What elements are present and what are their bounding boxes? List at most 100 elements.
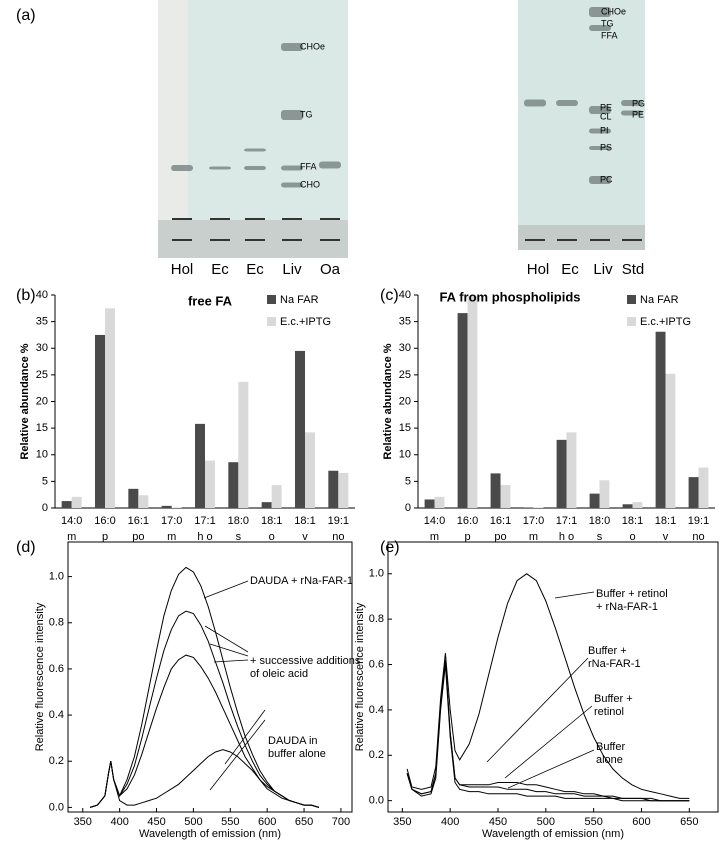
x-tick-label: 500 [184,816,202,828]
bar [467,296,478,508]
y-tick-label: 40 [399,289,411,301]
lane-label: Ec [561,261,579,278]
x-tick-sublabel: o [629,531,635,543]
x-tick-label: 19:1 [328,515,349,527]
y-tick-label: 15 [36,422,48,434]
x-tick-label: 16:1 [490,515,511,527]
gel-band [281,165,303,171]
x-tick-label: 600 [632,816,650,828]
band-label: CHOe [601,6,626,16]
x-tick-label: 16:1 [128,515,149,527]
lane-label: Liv [282,261,302,278]
gel-band [556,100,578,106]
annotation: Buffer [596,741,625,753]
x-tick-label: 550 [221,816,239,828]
y-tick-label: 0.4 [49,709,64,721]
bar [71,496,82,508]
y-tick-label: 10 [399,449,411,461]
gel-band [589,25,611,31]
annotation-arrow [209,709,266,791]
y-tick-label: 0.6 [369,658,384,670]
band-label: FFA [300,161,317,171]
bar [138,495,149,508]
x-tick-sublabel: s [597,531,603,543]
y-axis-label: Relative abundance % [19,343,31,459]
y-tick-label: 25 [36,369,48,381]
x-tick-label: 14:0 [424,515,445,527]
y-tick-label: 0.2 [49,755,64,767]
bar [128,488,139,508]
y-axis-label: Relative fluorescence intensity [34,602,46,751]
x-tick-label: 450 [147,816,165,828]
x-tick-label: 550 [584,816,602,828]
y-tick-label: 5 [405,475,411,487]
gel-a2 [518,0,645,250]
legend-label: Na FAR [280,294,319,306]
gel-band [209,166,231,170]
x-tick-sublabel: s [236,531,242,543]
bar [665,373,676,508]
x-tick-label: 17:0 [523,515,544,527]
y-tick-label: 0.6 [49,663,64,675]
x-axis-label: Wavelength of emission (nm) [139,828,281,840]
bar [195,423,205,508]
legend-label: E.c.+IPTG [640,316,691,328]
gel-origin-band [622,239,642,241]
gel-origin-band [282,239,302,241]
legend-label: Na FAR [640,294,679,306]
annotation: alone [596,754,623,766]
x-tick-label: 17:1 [194,515,215,527]
bar [238,381,249,508]
bar [566,432,577,508]
x-tick-sublabel: m [529,531,538,543]
bar [105,308,115,508]
y-tick-label: 10 [36,449,48,461]
line-series [89,654,319,808]
gel-band [589,128,611,134]
y-tick-label: 1.0 [369,568,384,580]
x-axis-label: Wavelength of emission (nm) [482,828,624,840]
bar [271,485,282,508]
lane-label: Std [622,261,645,278]
gel-origin-band [172,239,192,241]
line-series [89,566,319,808]
x-tick-sublabel: m [430,531,439,543]
y-tick-label: 0.4 [369,704,384,716]
annotation: of oleic acid [250,668,308,680]
x-tick-sublabel: h o [559,531,574,543]
band-label: PI [600,125,609,135]
x-tick-sublabel: po [132,531,144,543]
annotation-arrow [554,591,595,599]
band-label: PG [632,98,645,108]
y-tick-label: 0.8 [49,617,64,629]
x-tick-label: 400 [441,816,459,828]
annotation-arrow [504,705,593,779]
gel-band [281,110,303,120]
band-label: CHOe [300,41,325,51]
bar [490,473,501,508]
line-series [89,749,319,808]
legend-swatch [627,295,636,304]
gel-origin-band [320,239,340,241]
annotation: + rNa-FAR-1 [596,601,658,613]
y-tick-label: 0.0 [369,795,384,807]
gel-origin-band [557,239,577,241]
x-tick-sublabel: no [332,531,344,543]
gel-band [589,146,611,150]
annotation: DAUDA + rNa-FAR-1 [250,575,353,587]
band-label: TG [601,18,614,28]
annotation: Buffer + [588,645,627,657]
x-tick-label: 16:0 [457,515,478,527]
gel-origin-band [525,239,545,241]
x-tick-sublabel: p [102,531,108,543]
x-tick-label: 350 [74,816,92,828]
lane-label: Ec [211,261,229,278]
gel-origin-band [590,239,610,241]
annotation: + successive additions [250,655,361,667]
x-tick-sublabel: o [269,531,275,543]
x-tick-sublabel: no [692,531,704,543]
gel-edge [158,0,188,258]
annotation: rNa-FAR-1 [588,658,641,670]
chart-title: FA from phospholipids [439,289,580,304]
panel-label: (c) [380,287,399,304]
